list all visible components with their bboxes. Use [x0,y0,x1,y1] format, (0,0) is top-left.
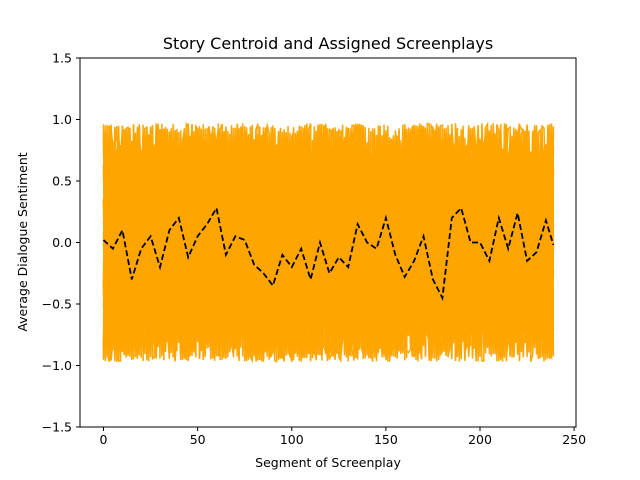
y-tick-label: 0.0 [52,235,72,250]
story-centroid-series [102,205,555,301]
y-tick-label: 1.0 [52,112,72,127]
y-tick-label: −1.0 [42,358,72,373]
x-tick-label: 200 [468,432,492,447]
screenplay-line [102,123,555,362]
assigned-screenplays-series [102,121,555,364]
y-axis-label: Average Dialogue Sentiment [15,152,30,331]
y-tick-label: −1.5 [42,420,72,435]
y-tick-label: −0.5 [42,297,72,312]
chart-title: Story Centroid and Assigned Screenplays [163,34,493,53]
y-tick-label: 1.5 [52,51,72,66]
x-tick-label: 0 [100,432,108,447]
x-tick-label: 250 [562,432,586,447]
x-tick-label: 100 [280,432,304,447]
y-axis: −1.5 −1.0 −0.5 0.0 0.5 1.0 1.5 [42,51,80,435]
screenplay-line [102,122,555,364]
x-tick-label: 50 [190,432,206,447]
x-tick-label: 150 [374,432,398,447]
centroid-line [102,205,555,301]
screenplay-line [102,122,555,362]
y-tick-label: 0.5 [52,174,72,189]
x-axis: 0 50 100 150 200 250 [100,427,586,447]
x-axis-label: Segment of Screenplay [255,455,401,470]
